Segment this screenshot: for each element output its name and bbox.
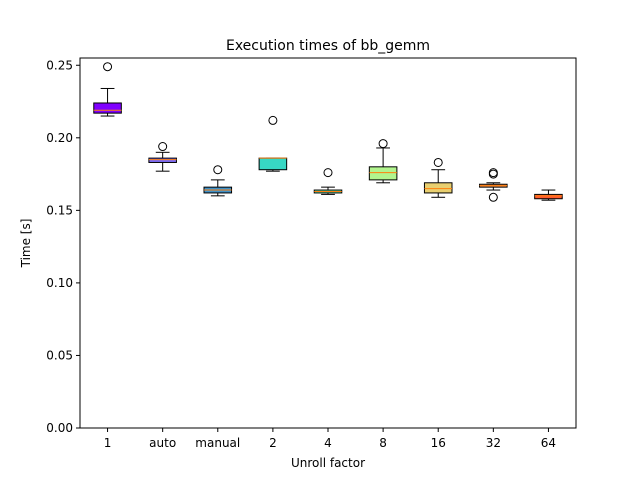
outlier-point (158, 142, 168, 152)
iqr-box (258, 157, 288, 171)
box-auto (148, 142, 177, 172)
outlier-point (323, 168, 333, 178)
box-series (93, 62, 563, 202)
iqr-box (423, 182, 453, 194)
y-tick-label: 0.20 (46, 131, 73, 145)
x-tick-label: manual (195, 436, 240, 450)
outlier-point (378, 139, 388, 149)
y-tick-label: 0.15 (46, 203, 73, 217)
box-manual (203, 165, 233, 197)
y-tick-label: 0.25 (46, 58, 73, 72)
outlier-point (488, 192, 498, 202)
box-32 (479, 168, 508, 202)
box-4 (313, 168, 343, 195)
outlier-point (268, 115, 278, 125)
y-tick-label: 0.10 (46, 276, 73, 290)
box-2 (258, 115, 288, 172)
axis-ticks: 0.00 0.05 0.10 0.15 0.20 0.25 1 auto manual 2 4 8 16… (46, 58, 556, 450)
x-tick-label: 2 (269, 436, 277, 450)
outlier-point (213, 165, 223, 175)
y-tick-label: 0.00 (46, 421, 73, 435)
x-tick-label: 8 (379, 436, 387, 450)
plot-frame (79, 57, 577, 429)
x-axis-label: Unroll factor (291, 456, 365, 470)
x-tick-label: auto (149, 436, 176, 450)
iqr-box (148, 157, 177, 163)
outlier-point (488, 168, 498, 178)
chart-title: Execution times of bb_gemm (226, 38, 430, 54)
y-axis-label: Time [s] (19, 219, 33, 269)
box-16 (423, 157, 453, 198)
y-tick-label: 0.05 (46, 348, 73, 362)
x-tick-label: 16 (431, 436, 446, 450)
outlier-point (433, 157, 443, 167)
x-tick-label: 1 (104, 436, 112, 450)
outlier-point (103, 62, 113, 72)
box-8 (368, 139, 398, 184)
iqr-box (368, 166, 398, 181)
x-tick-label: 64 (541, 436, 556, 450)
box-64 (534, 189, 563, 201)
iqr-box (93, 102, 122, 114)
iqr-box (534, 193, 563, 200)
box-1 (93, 62, 122, 117)
x-tick-label: 32 (486, 436, 501, 450)
x-tick-label: 4 (324, 436, 332, 450)
